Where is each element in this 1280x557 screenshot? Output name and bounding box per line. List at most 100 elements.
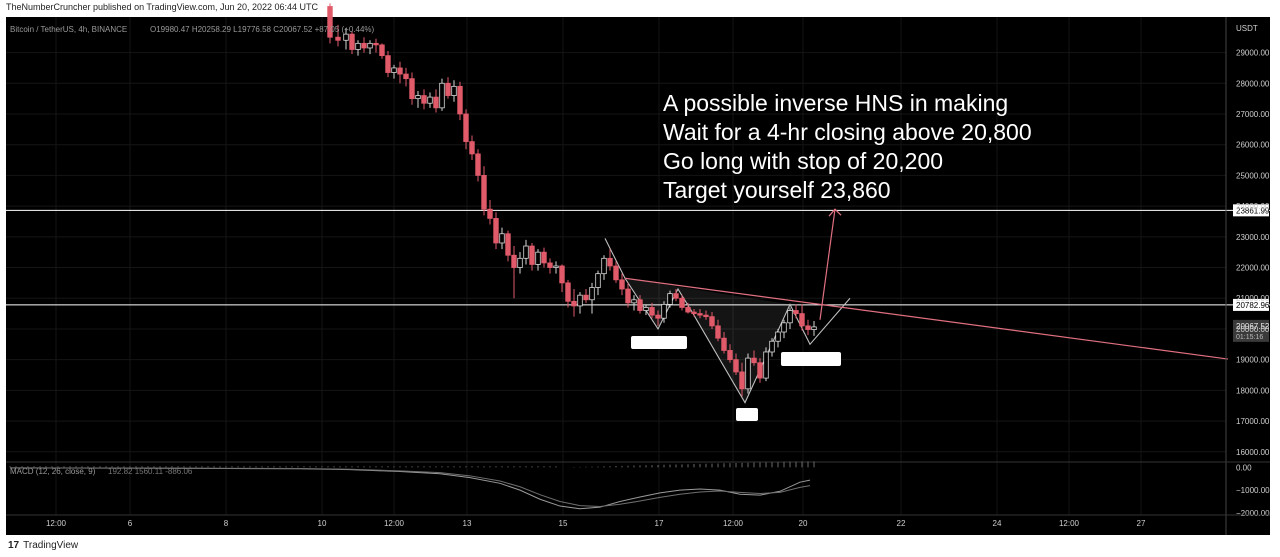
candle-body	[661, 303, 667, 319]
time-tick-label: 12:00	[723, 519, 744, 528]
candle-body	[679, 297, 685, 308]
left-shoulder-box	[631, 336, 687, 349]
time-tick-label: 6	[128, 519, 133, 528]
target-arrow	[819, 209, 836, 320]
candle-body	[781, 322, 787, 333]
time-tick-label: 13	[463, 519, 472, 528]
price-tick-label: 23000.00	[1236, 233, 1270, 242]
candle-body	[427, 96, 433, 104]
level-price-badge	[1233, 204, 1269, 217]
candle-body	[343, 33, 349, 41]
candle-body	[481, 175, 487, 210]
horizontal-levels[interactable]: 23861.99 20782.96 20067.52 01:15:16	[6, 204, 1270, 342]
candle-body	[793, 310, 799, 314]
candle-body	[433, 96, 439, 109]
time-tick-label: 10	[318, 519, 327, 528]
price-axis[interactable]: USDT 16000.00 17000.00 18000.00 19000.00 2000…	[1225, 17, 1270, 535]
candle-body	[499, 233, 505, 244]
candle-body	[721, 337, 727, 351]
candle-body	[373, 42, 379, 46]
candle-body	[673, 293, 679, 299]
macd-pane[interactable]: MACD (12, 26, close, 9) 192.82 1560.11 -8…	[6, 461, 1270, 518]
time-tick-label: 8	[224, 519, 229, 528]
price-tick-label: 22000.00	[1236, 264, 1270, 273]
candle-body	[583, 294, 589, 301]
candle-body	[523, 245, 529, 259]
annotation-boxes	[631, 336, 841, 421]
footer: 17 TradingView	[8, 540, 78, 551]
candle-body	[559, 265, 565, 284]
candle-body	[385, 55, 391, 73]
candle-body	[775, 331, 781, 342]
level-price-badge	[1233, 298, 1269, 311]
candle-body	[451, 85, 457, 96]
candle-body	[445, 82, 451, 96]
candle-body	[415, 95, 421, 100]
candle-body	[457, 85, 463, 115]
price-tick-label: 18000.00	[1236, 386, 1270, 395]
candle-body	[703, 314, 709, 318]
candle-body	[553, 265, 559, 268]
macd-values: 192.82 1560.11 -886.06	[108, 467, 193, 476]
candle-body	[529, 245, 535, 265]
candle-body	[757, 362, 763, 379]
publisher-line: TheNumberCruncher published on TradingVi…	[6, 2, 319, 12]
candle-body	[811, 326, 817, 330]
candles[interactable]	[327, 3, 817, 397]
head-box	[736, 408, 758, 421]
level-price-label: 20782.96	[1236, 301, 1270, 310]
candle-body	[469, 141, 475, 155]
annotation-line: Target yourself 23,860	[663, 177, 891, 203]
time-tick-label: 12:00	[46, 519, 67, 528]
ohlc-line: O19980.47 H20258.29 L19776.58 C20067.52 …	[150, 25, 375, 34]
candle-body	[577, 294, 583, 307]
price-tick-label: 21000.00	[1236, 294, 1270, 303]
price-tick-label: 19000.00	[1236, 356, 1270, 365]
candle-body	[715, 325, 721, 339]
time-tick-label: 20	[799, 519, 808, 528]
time-tick-label: 24	[993, 519, 1002, 528]
candle-body	[379, 44, 385, 57]
candle-body	[649, 307, 655, 316]
candle-body	[739, 371, 745, 390]
candle-body	[655, 314, 661, 319]
candle-body	[409, 78, 415, 100]
neckline	[624, 277, 1229, 360]
symbol-line: Bitcoin / TetherUS, 4h, BINANCE	[10, 25, 127, 34]
annotation-line: Go long with stop of 20,200	[663, 148, 943, 174]
candle-body	[799, 313, 805, 327]
candle-body	[505, 233, 511, 256]
candle-body	[355, 42, 361, 50]
candle-body	[637, 299, 643, 311]
candle-body	[595, 273, 601, 288]
candle-body	[475, 153, 481, 176]
candle-body	[685, 307, 691, 313]
candle-body	[391, 67, 397, 73]
candle-body	[403, 73, 409, 80]
candle-body	[805, 325, 811, 330]
candle-body	[769, 340, 775, 353]
time-tick-label: 12:00	[384, 519, 405, 528]
candle-body	[763, 351, 769, 379]
grid-lines	[6, 17, 1226, 515]
price-tick-label: 26000.00	[1236, 141, 1270, 150]
macd-name: MACD (12, 26, close, 9)	[10, 467, 96, 476]
candle-body	[625, 288, 631, 304]
time-axis[interactable]: 12:00 6 8 10 12:00 13 15 17 12:00 20 22 24 12:00 27	[6, 514, 1270, 528]
time-tick-label: 27	[1137, 519, 1146, 528]
macd-tick-label: −1000.00	[1236, 486, 1270, 495]
price-tick-label: 27000.00	[1236, 110, 1270, 119]
time-tick-label: 22	[897, 519, 906, 528]
tradingview-logo-icon: 17	[8, 540, 20, 551]
candle-body	[463, 113, 469, 143]
currency-label: USDT	[1236, 24, 1258, 33]
candle-body	[619, 279, 625, 290]
symbol-legend: Bitcoin / TetherUS, 4h, BINANCE O19980.47…	[10, 25, 375, 34]
price-tick-label: 16000.00	[1236, 448, 1270, 457]
candle-body	[439, 82, 445, 109]
price-tick-label: 25000.00	[1236, 171, 1270, 180]
candle-body	[667, 293, 673, 305]
candle-body	[547, 262, 553, 268]
candle-body	[733, 359, 739, 373]
